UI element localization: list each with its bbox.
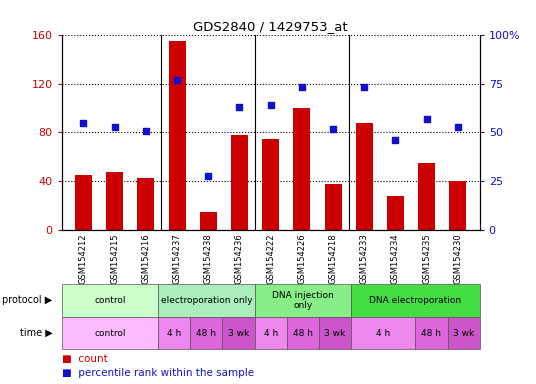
Bar: [62, 284, 158, 317]
Point: [79, 120, 88, 126]
Bar: [418, 163, 435, 230]
Point: [453, 124, 462, 130]
Bar: [255, 317, 287, 349]
Text: 48 h: 48 h: [293, 329, 313, 338]
Bar: [231, 135, 248, 230]
Text: control: control: [94, 296, 125, 305]
Point: [110, 124, 119, 130]
Bar: [287, 317, 319, 349]
Bar: [351, 284, 480, 317]
Bar: [168, 41, 185, 230]
Point: [360, 84, 369, 91]
Bar: [449, 182, 466, 230]
Point: [173, 76, 181, 83]
Point: [422, 116, 431, 122]
Text: 48 h: 48 h: [196, 329, 217, 338]
Text: 3 wk: 3 wk: [228, 329, 249, 338]
Text: ■  percentile rank within the sample: ■ percentile rank within the sample: [62, 368, 254, 378]
Bar: [387, 196, 404, 230]
Bar: [356, 123, 373, 230]
Text: DNA injection
only: DNA injection only: [272, 291, 334, 310]
Bar: [324, 184, 341, 230]
Bar: [319, 317, 351, 349]
Text: control: control: [94, 329, 125, 338]
Bar: [62, 317, 158, 349]
Text: 48 h: 48 h: [421, 329, 442, 338]
Bar: [137, 178, 154, 230]
Point: [142, 127, 150, 134]
Bar: [158, 317, 190, 349]
Point: [391, 137, 400, 143]
Bar: [255, 284, 351, 317]
Text: ■  count: ■ count: [62, 354, 107, 364]
Bar: [448, 317, 480, 349]
Text: DNA electroporation: DNA electroporation: [369, 296, 461, 305]
Title: GDS2840 / 1429753_at: GDS2840 / 1429753_at: [193, 20, 348, 33]
Bar: [158, 284, 255, 317]
Text: 4 h: 4 h: [167, 329, 181, 338]
Point: [204, 172, 213, 179]
Text: 3 wk: 3 wk: [324, 329, 346, 338]
Text: electroporation only: electroporation only: [161, 296, 252, 305]
Bar: [415, 317, 448, 349]
Bar: [351, 317, 415, 349]
Point: [329, 126, 337, 132]
Point: [266, 102, 275, 108]
Bar: [75, 175, 92, 230]
Bar: [190, 317, 222, 349]
Text: protocol ▶: protocol ▶: [2, 295, 53, 306]
Point: [297, 84, 306, 91]
Text: time ▶: time ▶: [19, 328, 53, 338]
Text: 3 wk: 3 wk: [453, 329, 474, 338]
Bar: [293, 108, 310, 230]
Bar: [200, 212, 217, 230]
Text: 4 h: 4 h: [376, 329, 390, 338]
Bar: [106, 172, 123, 230]
Point: [235, 104, 244, 110]
Text: 4 h: 4 h: [264, 329, 278, 338]
Bar: [262, 139, 279, 230]
Bar: [222, 317, 255, 349]
